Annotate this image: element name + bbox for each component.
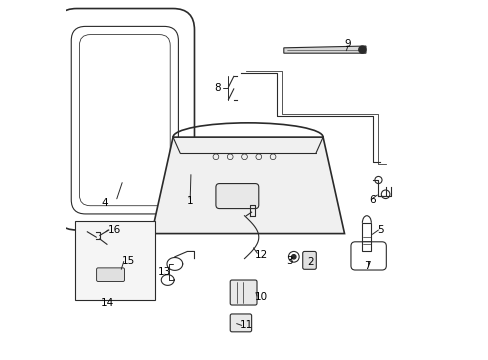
Text: 1: 1 <box>186 197 193 206</box>
Circle shape <box>358 46 365 53</box>
Text: 10: 10 <box>255 292 267 302</box>
Text: 15: 15 <box>122 256 135 266</box>
FancyBboxPatch shape <box>97 268 124 282</box>
FancyBboxPatch shape <box>216 184 258 208</box>
FancyBboxPatch shape <box>75 221 155 300</box>
Text: 13: 13 <box>157 267 170 277</box>
Text: 8: 8 <box>214 83 221 93</box>
FancyBboxPatch shape <box>230 314 251 332</box>
Text: 4: 4 <box>102 198 108 208</box>
Text: 3: 3 <box>285 256 292 266</box>
Text: 2: 2 <box>306 257 313 267</box>
Text: 9: 9 <box>344 39 351 49</box>
Text: 7: 7 <box>364 261 370 271</box>
Circle shape <box>291 255 295 259</box>
Text: 12: 12 <box>255 250 268 260</box>
Text: 14: 14 <box>100 298 113 308</box>
Polygon shape <box>151 137 344 234</box>
FancyBboxPatch shape <box>230 280 257 305</box>
FancyBboxPatch shape <box>302 251 316 269</box>
Polygon shape <box>283 46 365 53</box>
Text: 5: 5 <box>376 225 383 235</box>
Text: 6: 6 <box>368 195 375 205</box>
Text: 11: 11 <box>239 320 252 330</box>
Text: 16: 16 <box>107 225 121 235</box>
